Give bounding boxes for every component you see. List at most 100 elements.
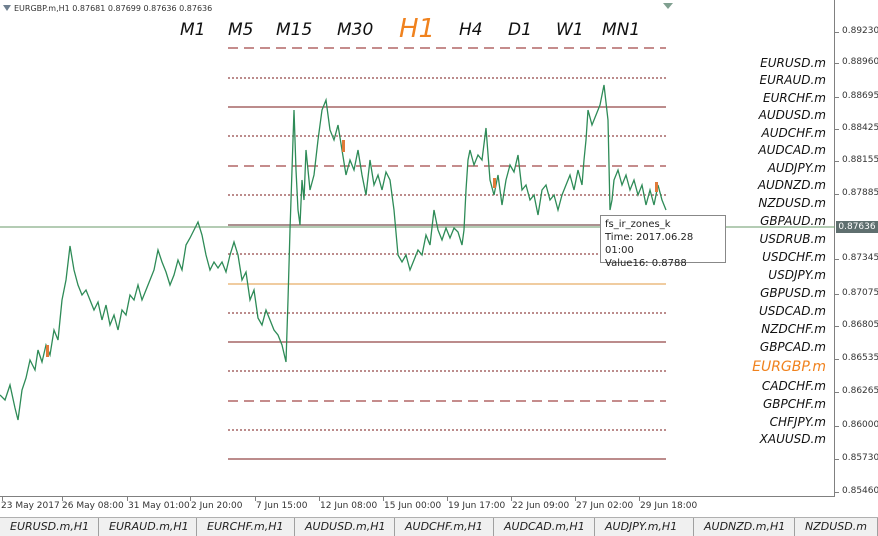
price-tick (835, 32, 839, 33)
tab-nzdusd[interactable]: NZDUSD.m (795, 518, 878, 536)
time-tick (383, 497, 384, 501)
tooltip-time: Time: 2017.06.28 01:00 (605, 232, 694, 256)
timeframe-h1[interactable]: H1 (399, 14, 436, 44)
time-tick (62, 497, 63, 501)
timeframe-mn1[interactable]: MN1 (602, 20, 641, 40)
price-label: 0.87345 (842, 253, 878, 263)
candle-marker (655, 182, 658, 192)
price-series (0, 84, 667, 421)
symbol-nzdchf[interactable]: NZDCHF.m (761, 322, 826, 336)
time-tick (127, 497, 128, 501)
symbol-eurchf[interactable]: EURCHF.m (763, 91, 826, 105)
candle-marker (493, 178, 496, 188)
chart-header: EURGBP.m,H1 0.87681 0.87699 0.87636 0.87… (3, 4, 212, 13)
symbol-audjpy[interactable]: AUDJPY.m (767, 161, 826, 175)
price-label: 0.87075 (842, 288, 878, 298)
symbol-cadchf[interactable]: CADCHF.m (761, 379, 826, 393)
price-tick (835, 492, 839, 493)
time-tick (319, 497, 320, 501)
tab-audchf-h1[interactable]: AUDCHF.m,H1 (395, 518, 494, 536)
tab-euraud-h1[interactable]: EURAUD.m,H1 (99, 518, 197, 536)
tab-audjpy-h1[interactable]: AUDJPY.m,H1 (595, 518, 694, 536)
indicator-tooltip: fs_ir_zones_k Time: 2017.06.28 01:00 Val… (600, 215, 726, 269)
time-tick (575, 497, 576, 501)
time-tick (639, 497, 640, 501)
price-tick (835, 97, 839, 98)
chart-lines (0, 47, 835, 460)
symbol-gbpcad[interactable]: GBPCAD.m (759, 340, 826, 354)
tooltip-indicator-name: fs_ir_zones_k (605, 219, 671, 230)
timeframe-d1[interactable]: D1 (508, 20, 532, 40)
time-tick (447, 497, 448, 501)
symbol-usdchf[interactable]: USDCHF.m (762, 250, 826, 264)
symbol-gbpchf[interactable]: GBPCHF.m (762, 397, 826, 411)
time-tick (190, 497, 191, 501)
symbol-nzdusd[interactable]: NZDUSD.m (758, 196, 826, 210)
tab-audusd-h1[interactable]: AUDUSD.m,H1 (295, 518, 395, 536)
chart-area[interactable] (0, 0, 835, 497)
time-label: 31 May 01:00 (128, 501, 190, 511)
time-label: 27 Jun 02:00 (576, 501, 634, 511)
tab-audcad-h1[interactable]: AUDCAD.m,H1 (494, 518, 595, 536)
tab-eurusd-h1[interactable]: EURUSD.m,H1 (0, 518, 99, 536)
price-tick (835, 161, 839, 162)
price-label: 0.89230 (842, 26, 878, 36)
timeframe-m30[interactable]: M30 (337, 20, 374, 40)
dropdown-triangle-icon[interactable] (3, 5, 11, 11)
timeframe-w1[interactable]: W1 (556, 20, 584, 40)
price-label: 0.86805 (842, 320, 878, 330)
price-tick (835, 426, 839, 427)
symbol-gbpusd[interactable]: GBPUSD.m (760, 286, 826, 300)
time-label: 19 Jun 17:00 (448, 501, 506, 511)
price-tick (835, 259, 839, 260)
time-tick (255, 497, 256, 501)
time-label: 12 Jun 08:00 (320, 501, 378, 511)
symbol-usdjpy[interactable]: USDJPY.m (768, 268, 826, 282)
timeframe-m1[interactable]: M1 (180, 20, 206, 40)
timeframe-m5[interactable]: M5 (228, 20, 254, 40)
price-label: 0.88960 (842, 57, 878, 67)
chart-tabs: EURUSD.m,H1 EURAUD.m,H1 EURCHF.m,H1 AUDU… (0, 517, 878, 536)
timeframe-bar: M1 M5 M15 M30 H1 H4 D1 W1 MN1 (0, 14, 700, 44)
symbol-audnzd[interactable]: AUDNZD.m (757, 178, 826, 192)
time-tick (2, 497, 3, 501)
time-label: 26 May 08:00 (62, 501, 124, 511)
time-label: 22 Jun 09:00 (512, 501, 570, 511)
symbol-usdcad[interactable]: USDCAD.m (759, 304, 826, 318)
symbol-eurgbp[interactable]: EURGBP.m (752, 359, 826, 375)
symbol-audchf[interactable]: AUDCHF.m (761, 126, 827, 140)
symbol-gbpaud[interactable]: GBPAUD.m (760, 214, 826, 228)
time-tick (511, 497, 512, 501)
timeframe-m15[interactable]: M15 (276, 20, 313, 40)
symbol-euraud[interactable]: EURAUD.m (759, 73, 826, 87)
candle-marker (46, 345, 49, 357)
price-label: 0.88425 (842, 123, 878, 133)
price-label: 0.88695 (842, 91, 878, 101)
symbol-xauusd[interactable]: XAUUSD.m (759, 432, 826, 446)
symbol-info: EURGBP.m,H1 0.87681 0.87699 0.87636 0.87… (14, 4, 213, 13)
time-label: 2 Jun 20:00 (191, 501, 243, 511)
current-price-badge: 0.87636 (836, 221, 878, 233)
symbol-audcad[interactable]: AUDCAD.m (758, 143, 826, 157)
price-tick (835, 359, 839, 360)
price-label: 0.85730 (842, 453, 878, 463)
timeframe-h4[interactable]: H4 (459, 20, 483, 40)
time-label: 15 Jun 00:00 (384, 501, 442, 511)
price-tick (835, 326, 839, 327)
shift-marker-icon[interactable] (663, 3, 673, 9)
time-label: 29 Jun 18:00 (640, 501, 698, 511)
price-label: 0.86265 (842, 386, 878, 396)
price-label: 0.85460 (842, 486, 878, 496)
symbol-audusd[interactable]: AUDUSD.m (758, 108, 826, 122)
symbol-chfjpy[interactable]: CHFJPY.m (769, 415, 826, 429)
tab-eurchf-h1[interactable]: EURCHF.m,H1 (197, 518, 295, 536)
tooltip-value: Value16: 0.8788 (605, 258, 687, 269)
price-tick (835, 129, 839, 130)
price-label: 0.88155 (842, 155, 878, 165)
symbol-usdrub[interactable]: USDRUB.m (759, 232, 827, 246)
price-label: 0.86000 (842, 420, 878, 430)
symbol-eurusd[interactable]: EURUSD.m (760, 56, 826, 70)
price-label: 0.87885 (842, 188, 878, 198)
price-tick (835, 459, 839, 460)
tab-audnzd-h1[interactable]: AUDNZD.m,H1 (694, 518, 795, 536)
